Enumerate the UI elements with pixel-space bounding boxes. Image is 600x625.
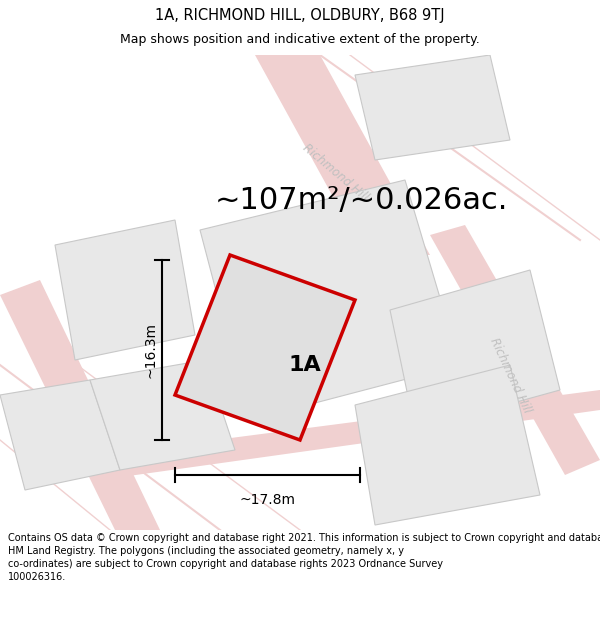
Polygon shape [355, 365, 540, 525]
Text: ~16.3m: ~16.3m [143, 322, 157, 378]
Polygon shape [0, 280, 160, 530]
Polygon shape [430, 225, 600, 475]
Polygon shape [390, 270, 560, 430]
Text: Contains OS data © Crown copyright and database right 2021. This information is : Contains OS data © Crown copyright and d… [8, 533, 600, 582]
Text: ~17.8m: ~17.8m [239, 493, 296, 507]
Text: Richmond Hill: Richmond Hill [487, 336, 533, 414]
Text: Map shows position and indicative extent of the property.: Map shows position and indicative extent… [120, 33, 480, 46]
Polygon shape [100, 390, 600, 480]
Text: 1A, RICHMOND HILL, OLDBURY, B68 9TJ: 1A, RICHMOND HILL, OLDBURY, B68 9TJ [155, 8, 445, 23]
Polygon shape [175, 255, 355, 440]
Polygon shape [355, 55, 510, 160]
Text: ~107m²/~0.026ac.: ~107m²/~0.026ac. [215, 186, 508, 214]
Polygon shape [200, 180, 460, 420]
Polygon shape [0, 380, 120, 490]
Text: Richmond Hill: Richmond Hill [299, 142, 370, 204]
Polygon shape [55, 220, 195, 360]
Polygon shape [90, 360, 235, 470]
Polygon shape [255, 55, 430, 255]
Text: 1A: 1A [289, 355, 322, 375]
